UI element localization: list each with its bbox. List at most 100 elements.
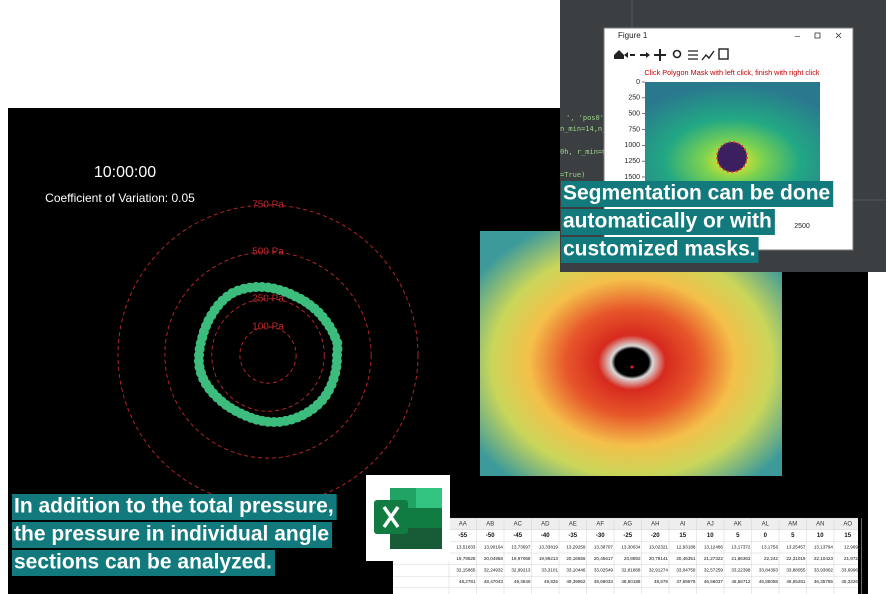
r-tick-label: 750 Pa (252, 200, 284, 211)
maximize-button[interactable] (814, 32, 821, 39)
column-header: AL (762, 522, 770, 528)
back-tool[interactable] (624, 52, 635, 58)
cell: 49,39862 (566, 579, 586, 584)
cell: 20,45617 (594, 556, 614, 561)
cell: 33,02549 (594, 568, 614, 573)
r-tick-label: 500 Pa (252, 247, 284, 258)
cell: 33,3101 (541, 568, 558, 573)
header-row (393, 518, 858, 530)
excel-icon (366, 475, 450, 561)
cell: 5 (736, 533, 740, 539)
cell: 19,79528 (456, 556, 476, 561)
grid-circle (164, 251, 372, 459)
r-tick-label: 250 Pa (252, 293, 284, 304)
cell: 22,31019 (786, 556, 806, 561)
caption-line: Segmentation can be done (563, 182, 830, 205)
caption-line: the pressure in individual angle (14, 523, 329, 546)
code-fragment: 0h, r_min=0) (560, 148, 611, 156)
column-header: AB (486, 522, 494, 528)
column-header: AD (541, 522, 550, 528)
caption-line: automatically or with (563, 210, 772, 233)
cell: -50 (486, 533, 495, 539)
caption-line: customized masks. (563, 238, 756, 261)
figure-instruction: Click Polygon Mask with left click, fini… (644, 68, 820, 77)
caption-background (12, 522, 333, 548)
center-dot (630, 365, 634, 369)
cell: 13,29259 (566, 544, 586, 549)
home-tool[interactable] (614, 50, 624, 59)
cell: 33,88055 (786, 568, 806, 573)
cell: 13,02321 (649, 544, 669, 549)
cell: 33,04759 (676, 568, 696, 573)
column-header: AO (843, 522, 852, 528)
forward-tool[interactable] (640, 52, 650, 58)
cell: -25 (623, 533, 632, 539)
x-tick-label: 2500 (794, 223, 810, 230)
cell: 49,3846 (514, 579, 531, 584)
cell: -30 (596, 533, 605, 539)
cell: 33,93802 (814, 568, 834, 573)
cell: 45,33262 (841, 579, 861, 584)
cell: 13,33819 (539, 544, 559, 549)
column-header: AA (459, 522, 467, 528)
column-header: AM (788, 522, 797, 528)
cell: 32,15865 (456, 568, 476, 573)
window-title: Figure 1 (618, 31, 648, 40)
polygon-mask (716, 141, 748, 173)
y-tick-label: 0 (636, 79, 640, 86)
cell: -55 (458, 533, 467, 539)
cell: 19,97068 (511, 556, 531, 561)
grid-circle (211, 298, 325, 412)
cell: 48,678 (654, 579, 668, 584)
cell: 13,73697 (511, 544, 531, 549)
axes-tool[interactable] (701, 50, 715, 61)
column-header: AK (734, 522, 742, 528)
cell: 46,65281 (786, 579, 806, 584)
minimize-button[interactable]: – (795, 30, 800, 40)
cell: 48,69033 (594, 579, 614, 584)
column-header: AN (816, 522, 824, 528)
y-tick-label: 250 (628, 95, 640, 102)
cell: -20 (651, 533, 660, 539)
config-tool[interactable] (688, 50, 698, 60)
cell: 33,69966 (841, 568, 861, 573)
pan-tool[interactable] (654, 49, 666, 61)
code-fragment: ', 'pos0'.ti (566, 114, 617, 122)
grid-circle (239, 326, 297, 384)
cell: 20,8892 (624, 556, 641, 561)
icon-x (382, 505, 400, 529)
code-fragment: =True) (560, 171, 585, 179)
cell: 10 (707, 533, 714, 539)
save-tool[interactable] (718, 48, 729, 60)
cell: 49,825 (544, 579, 558, 584)
column-header: AE (569, 522, 577, 528)
cell: 32,99213 (511, 568, 531, 573)
cell: 13,12486 (704, 544, 724, 549)
cell: 22,242 (764, 556, 778, 561)
y-tick-label: 1500 (624, 174, 640, 181)
close-button[interactable] (835, 32, 842, 39)
cell: 13,25457 (786, 544, 806, 549)
cell: 32,57259 (704, 568, 724, 573)
grid-circle (117, 204, 419, 506)
caption-background (561, 237, 759, 263)
cell: 13,30634 (621, 544, 641, 549)
cell: 13,38707 (594, 544, 614, 549)
zoom-tool[interactable] (672, 49, 682, 59)
cell: 46,56037 (704, 579, 724, 584)
cell: 21,86363 (731, 556, 751, 561)
title-bar (605, 29, 852, 43)
cell: -45 (513, 533, 522, 539)
cell: 46,35785 (814, 579, 834, 584)
cell: 33,22398 (731, 568, 751, 573)
column-header: AF (596, 522, 604, 528)
cell-mask (717, 142, 747, 172)
cell: 20,04958 (484, 556, 504, 561)
caption-background (12, 550, 275, 576)
cell: 48,60188 (621, 579, 641, 584)
cell: 21,27322 (704, 556, 724, 561)
cell: 33,10446 (566, 568, 586, 573)
cell: 15 (844, 533, 851, 539)
caption-background (561, 209, 775, 235)
